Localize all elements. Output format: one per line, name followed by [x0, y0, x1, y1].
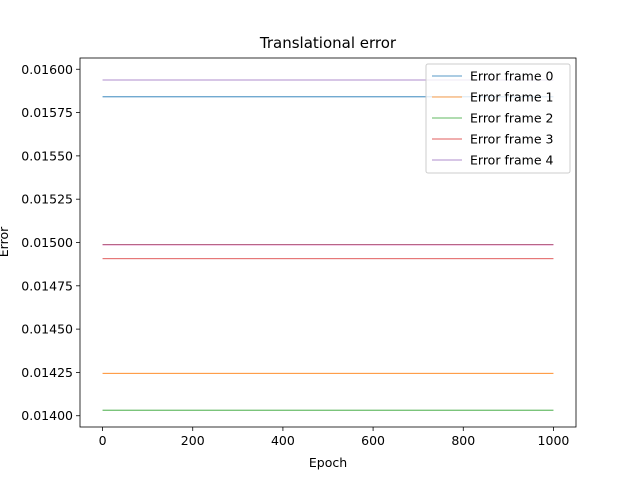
chart-title: Translational error — [259, 34, 397, 52]
legend: Error frame 0 Error frame 1 Error frame 2 E… — [425, 63, 571, 174]
series-layer — [102, 79, 554, 411]
y-tick-label: 0.01500 — [21, 235, 73, 250]
legend-label: Error frame 1 — [470, 90, 553, 105]
y-tick-label: 0.01450 — [21, 322, 73, 337]
legend-label: Error frame 3 — [470, 132, 553, 147]
y-tick-label: 0.01400 — [21, 408, 73, 423]
y-axis-label: Error — [0, 226, 11, 257]
legend-box — [425, 63, 571, 174]
y-tick-label: 0.01425 — [21, 365, 73, 380]
legend-label: Error frame 4 — [470, 153, 553, 168]
y-axis: 0.01400 0.01425 0.01450 0.01475 0.01500 0.015… — [21, 62, 80, 423]
legend-label: Error frame 0 — [470, 69, 553, 84]
y-tick-label: 0.01600 — [21, 62, 73, 77]
x-tick-label: 800 — [451, 433, 475, 448]
x-tick-label: 1000 — [538, 433, 570, 448]
x-tick-label: 0 — [99, 433, 107, 448]
x-tick-label: 400 — [271, 433, 295, 448]
x-axis: 0 200 400 600 800 1000 — [99, 427, 570, 448]
y-tick-label: 0.01575 — [21, 105, 73, 120]
y-tick-label: 0.01475 — [21, 278, 73, 293]
y-tick-label: 0.01525 — [21, 192, 73, 207]
x-tick-label: 600 — [361, 433, 385, 448]
legend-label: Error frame 2 — [470, 111, 553, 126]
y-tick-label: 0.01550 — [21, 148, 73, 163]
x-axis-label: Epoch — [309, 455, 347, 470]
x-tick-label: 200 — [181, 433, 205, 448]
